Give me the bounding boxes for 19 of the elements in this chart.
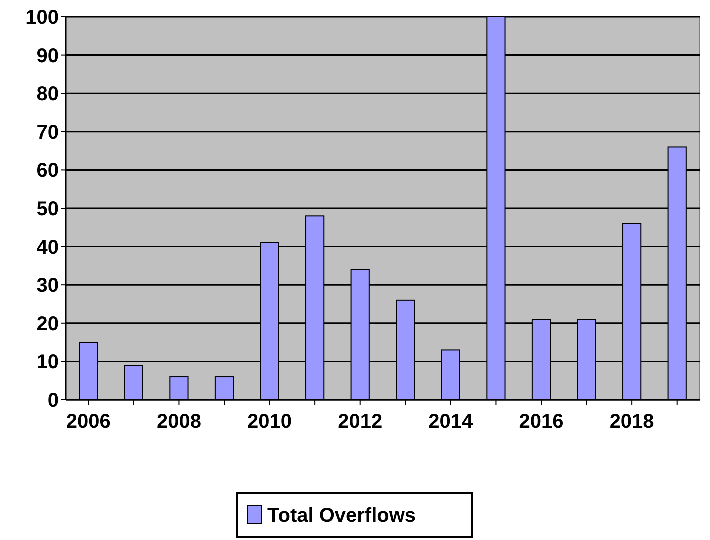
y-tick-label: 70 (36, 122, 59, 144)
x-tick-label: 2012 (338, 411, 383, 433)
y-tick-label: 20 (36, 313, 59, 336)
y-tick-label: 40 (36, 236, 59, 259)
y-tick-label: 80 (36, 84, 59, 106)
y-tick-label: 30 (36, 275, 59, 298)
legend-label: Total Overflows (268, 505, 416, 527)
x-tick-label: 2006 (66, 411, 111, 433)
x-tick-label: 2018 (610, 411, 654, 433)
x-tick-label: 2016 (519, 411, 564, 433)
y-tick-label: 10 (36, 352, 59, 374)
x-tick-label: 2010 (248, 411, 292, 433)
y-tick-label: 90 (36, 45, 59, 68)
x-tick-label: 2014 (428, 411, 474, 433)
y-tick-label: 0 (48, 390, 59, 412)
y-tick-label: 100 (26, 7, 59, 29)
y-tick-label: 50 (36, 198, 59, 220)
x-tick-label: 2008 (156, 411, 202, 433)
y-tick-label: 60 (36, 160, 59, 182)
